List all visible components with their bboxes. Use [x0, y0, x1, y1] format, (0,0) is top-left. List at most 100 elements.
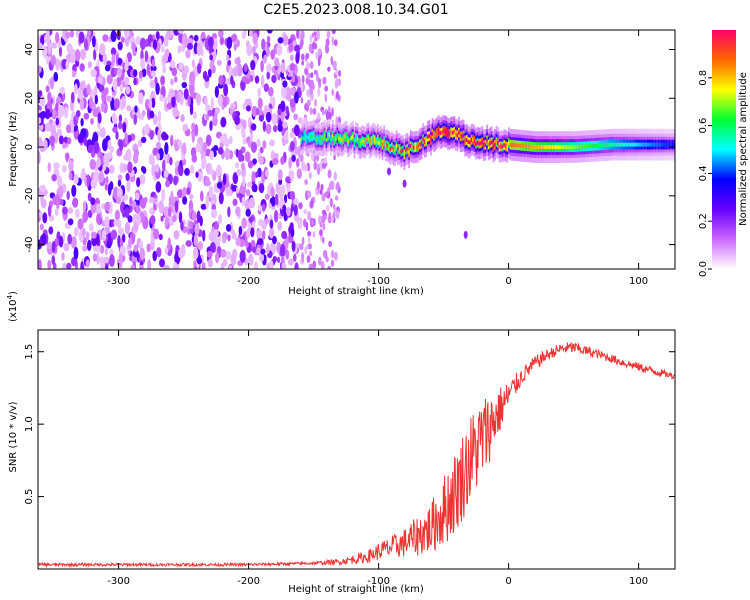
heatmap-cell — [338, 136, 340, 141]
heatmap-cell — [108, 164, 115, 174]
heatmap-cell — [294, 91, 299, 104]
heatmap-cell — [254, 171, 259, 178]
heatmap-cell — [389, 147, 392, 151]
heatmap-cell — [671, 142, 674, 147]
heatmap-cell — [153, 203, 157, 211]
heatmap-cell — [590, 144, 593, 148]
heatmap-cell — [258, 218, 264, 227]
heatmap-cell — [486, 138, 488, 143]
heatmap-cell — [245, 189, 251, 197]
heatmap-cell — [186, 42, 194, 50]
heatmap-cell — [116, 196, 122, 205]
heatmap-cell — [526, 144, 529, 149]
heatmap-cell — [205, 134, 212, 147]
colorbar-label: Normalized spectral amplitude — [738, 72, 749, 226]
heatmap-cell — [214, 106, 221, 114]
heatmap-cell — [130, 264, 135, 269]
heatmap-cell — [336, 181, 340, 191]
heatmap-stray-point — [463, 230, 468, 239]
heatmap-cell — [289, 140, 295, 152]
heatmap-cell — [347, 139, 350, 144]
heatmap-cell — [316, 30, 321, 40]
heatmap-cell — [272, 235, 277, 245]
heatmap-cell — [433, 133, 435, 138]
heatmap-cell — [133, 244, 139, 253]
heatmap-cell — [316, 73, 319, 82]
heatmap-cell — [186, 187, 191, 196]
heatmap-cell — [338, 70, 342, 77]
heatmap-cell — [243, 30, 247, 38]
heatmap-cell — [309, 134, 312, 139]
heatmap-cell — [487, 142, 490, 147]
heatmap-cell — [248, 216, 254, 223]
heatmap-cell — [334, 195, 339, 201]
heatmap-cell — [414, 145, 417, 149]
heatmap-cell — [134, 192, 140, 201]
heatmap-cell — [190, 85, 194, 98]
heatmap-cell — [313, 43, 318, 50]
heatmap-cell — [307, 99, 311, 107]
heatmap-cell — [558, 145, 560, 150]
heatmap-cell — [136, 214, 141, 226]
snr-multiplier: (x104) — [6, 291, 19, 322]
heatmap-cell — [104, 248, 109, 256]
heatmap-cell — [286, 206, 291, 217]
heatmap-cell — [299, 153, 304, 163]
heatmap-cell — [63, 242, 70, 252]
snr-series-line — [38, 341, 675, 568]
heatmap-cell — [236, 63, 243, 77]
heatmap-cell — [183, 88, 189, 100]
heatmap-cell — [597, 143, 599, 148]
heatmap-cell — [291, 74, 296, 84]
heatmap-cell — [370, 138, 373, 143]
heatmap-cell — [469, 140, 471, 145]
heatmap-cell — [582, 144, 585, 149]
heatmap-cell — [173, 261, 178, 269]
heatmap-cell — [314, 98, 317, 107]
heatmap-cell — [497, 141, 499, 145]
heatmap-cell — [181, 43, 186, 53]
heatmap-cell — [332, 60, 337, 70]
heatmap-cell — [248, 197, 255, 209]
heatmap-cell — [65, 124, 72, 134]
heatmap-cell — [289, 54, 294, 61]
heatmap-cell — [62, 206, 68, 215]
heatmap-cell — [185, 49, 191, 59]
heatmap-stray-point — [402, 179, 407, 188]
heatmap-cell — [637, 142, 640, 147]
heatmap-cell — [155, 141, 161, 150]
heatmap-cell — [296, 168, 302, 179]
heatmap-cell — [112, 114, 118, 125]
heatmap-cell — [38, 138, 44, 150]
heatmap-cell — [85, 259, 90, 268]
heatmap-cell — [322, 236, 325, 244]
heatmap-cell — [353, 140, 356, 145]
heatmap-cell — [82, 245, 88, 252]
heatmap-cell — [109, 180, 114, 191]
heatmap-cell — [292, 253, 297, 262]
heatmap-cell — [150, 70, 156, 78]
heatmap-cell — [177, 164, 182, 174]
heatmap-cell — [174, 200, 179, 213]
heatmap-cell — [90, 69, 97, 78]
heatmap-cell — [565, 145, 568, 150]
heatmap-cell — [378, 140, 381, 145]
heatmap-cell — [220, 116, 227, 128]
heatmap-cell — [436, 130, 439, 135]
heatmap-cell — [201, 262, 206, 269]
svg-text:(x104): (x104) — [6, 291, 19, 322]
heatmap-cell — [194, 223, 200, 236]
heatmap-cell — [64, 31, 71, 39]
heatmap-cell — [199, 190, 204, 202]
heatmap-cell — [209, 168, 214, 176]
heatmap-cell — [336, 210, 340, 220]
heatmap-cell — [49, 135, 56, 145]
heatmap-cell — [74, 83, 78, 95]
heatmap-cell — [120, 201, 126, 215]
heatmap-cell — [87, 192, 92, 202]
heatmap-cell — [239, 249, 246, 263]
heatmap-cell — [90, 231, 97, 239]
heatmap-cell — [158, 200, 164, 213]
snr-multiplier-close: ) — [8, 291, 19, 295]
heatmap-cell — [611, 142, 613, 147]
